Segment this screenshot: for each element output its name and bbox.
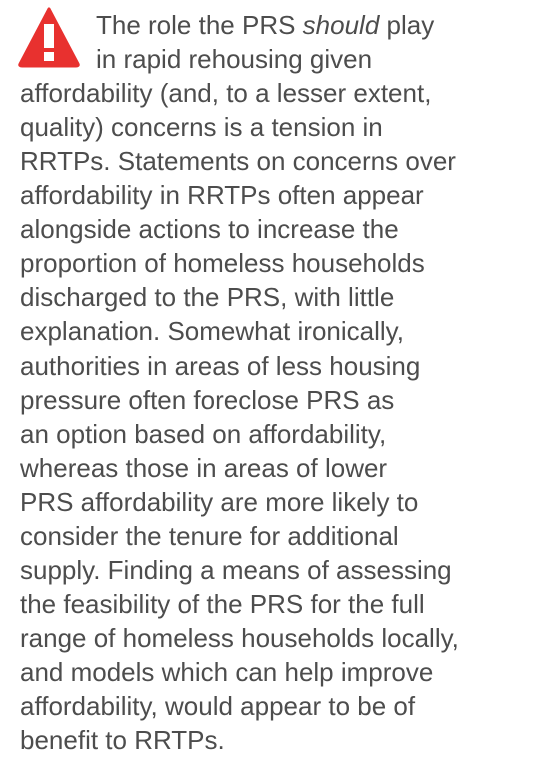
text-line: affordability, would appear to be of xyxy=(20,691,416,721)
text-line: pressure often foreclose PRS as xyxy=(20,384,395,415)
text-line: quality) concerns is a tension in xyxy=(20,112,383,143)
text-line: proportion of homeless households xyxy=(20,248,425,279)
text-line: consider the tenure for additional xyxy=(20,520,399,551)
text-line: explanation. Somewhat ironically, xyxy=(20,316,404,347)
text-line: RRTPs. Statements on concerns over xyxy=(20,146,456,177)
text-line: and models which can help improve xyxy=(20,656,434,687)
text-line: range of homeless households locally, xyxy=(20,622,459,653)
text-line: supply. Finding a means of assessing xyxy=(20,554,452,585)
text-line: affordability (and, to a lesser extent, xyxy=(20,78,432,109)
text-line: in rapid rehousing given xyxy=(96,44,373,75)
emphasis-text: should xyxy=(302,10,380,40)
text-line: discharged to the PRS, with little xyxy=(20,282,395,313)
text-line: alongside actions to increase the xyxy=(20,214,399,245)
warning-icon xyxy=(18,7,80,68)
text-line: an option based on affordability, xyxy=(20,418,387,449)
text-line: The role the PRS should play xyxy=(96,8,434,42)
text-span: play xyxy=(379,10,435,40)
text-line: affordability in RRTPs often appear xyxy=(20,180,424,211)
text-line: the feasibility of the PRS for the full xyxy=(20,588,425,619)
text-line: PRS affordability are more likely to xyxy=(20,486,419,517)
text-line: benefit to RRTPs. xyxy=(20,725,225,756)
text-line: whereas those in areas of lower xyxy=(20,452,388,483)
text-span: The role the PRS xyxy=(96,10,303,40)
text-line: authorities in areas of less housing xyxy=(20,350,421,381)
